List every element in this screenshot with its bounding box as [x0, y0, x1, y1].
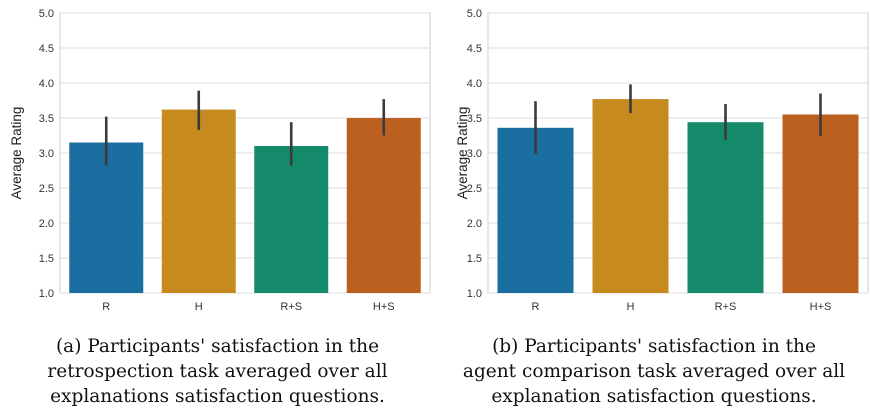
y-tick-label: 1.0	[467, 288, 482, 300]
bar	[687, 122, 764, 293]
y-tick-label: 2.0	[39, 218, 54, 230]
bar	[497, 127, 574, 293]
y-tick-label: 4.5	[39, 43, 54, 55]
caption-a-line-1: (a) Participants' satisfaction in the	[55, 336, 380, 357]
y-tick-label: 4.5	[467, 43, 482, 55]
y-tick-label: 3.0	[39, 148, 54, 160]
caption-b: (b) Participants' satisfaction in the ag…	[438, 334, 870, 409]
y-tick-label: 4.0	[467, 78, 482, 90]
caption-a-line-3: explanations satisfaction questions.	[50, 386, 385, 407]
caption-b-line-3: explanation satisfaction questions.	[491, 386, 817, 407]
y-tick-label: 5.0	[39, 8, 54, 20]
y-axis-label: Average Rating	[9, 107, 24, 200]
y-tick-label: 1.0	[39, 288, 54, 300]
y-tick-label: 5.0	[467, 8, 482, 20]
chart-figure: 1.0 1.5 2.0 2.5 3.0 3.5 4.0 4.5 5.0 Average Ratin…	[9, 8, 869, 313]
bar	[592, 99, 669, 293]
bar	[254, 146, 329, 293]
y-axis-label: Average Rating	[455, 107, 470, 200]
bar	[346, 118, 421, 293]
x-tick-label: R	[102, 301, 110, 313]
caption-b-line-2: agent comparison task averaged over all	[462, 361, 846, 382]
y-tick-label: 1.5	[467, 253, 482, 265]
x-tick-label: R+S	[715, 301, 737, 313]
y-tick-label: 3.5	[39, 113, 54, 125]
y-tick-label: 2.5	[39, 183, 54, 195]
y-tick-label: 3.0	[467, 148, 482, 160]
y-tick-label: 2.5	[467, 183, 482, 195]
x-tick-label: H+S	[373, 301, 395, 313]
bar	[782, 114, 859, 293]
x-tick-label: R	[532, 301, 540, 313]
x-tick-label: R+S	[280, 301, 302, 313]
y-tick-label: 2.0	[467, 218, 482, 230]
y-tick-label: 1.5	[39, 253, 54, 265]
caption-a: (a) Participants' satisfaction in the re…	[0, 334, 435, 409]
x-tick-label: H	[195, 301, 203, 313]
caption-a-line-2: retrospection task averaged over all	[47, 361, 388, 382]
x-tick-label: H+S	[810, 301, 832, 313]
bar	[69, 142, 144, 293]
caption-b-line-1: (b) Participants' satisfaction in the	[492, 336, 816, 357]
bar	[161, 109, 236, 293]
x-tick-label: H	[627, 301, 635, 313]
y-tick-label: 3.5	[467, 113, 482, 125]
y-tick-label: 4.0	[39, 78, 54, 90]
